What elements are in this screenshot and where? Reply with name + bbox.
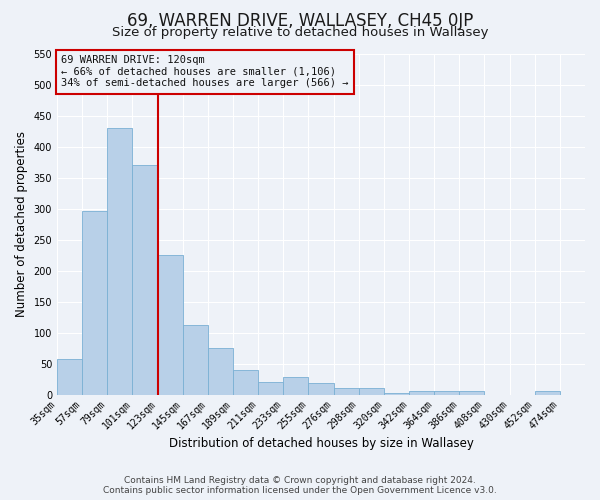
Bar — [359, 388, 384, 394]
Bar — [183, 324, 208, 394]
Bar — [208, 348, 233, 395]
Text: 69, WARREN DRIVE, WALLASEY, CH45 0JP: 69, WARREN DRIVE, WALLASEY, CH45 0JP — [127, 12, 473, 30]
Bar — [409, 392, 434, 394]
Bar — [233, 370, 258, 394]
Y-axis label: Number of detached properties: Number of detached properties — [15, 132, 28, 318]
Text: 69 WARREN DRIVE: 120sqm
← 66% of detached houses are smaller (1,106)
34% of semi: 69 WARREN DRIVE: 120sqm ← 66% of detache… — [61, 55, 349, 88]
Bar — [107, 128, 133, 394]
Bar — [158, 254, 183, 394]
Text: Contains public sector information licensed under the Open Government Licence v3: Contains public sector information licen… — [103, 486, 497, 495]
Bar — [82, 212, 107, 394]
Text: Contains HM Land Registry data © Crown copyright and database right 2024.: Contains HM Land Registry data © Crown c… — [124, 476, 476, 485]
Bar — [308, 384, 334, 394]
Bar — [459, 391, 484, 394]
Bar — [535, 392, 560, 394]
Bar — [334, 388, 359, 394]
Bar — [434, 392, 459, 394]
Bar — [384, 392, 409, 394]
Bar — [133, 166, 158, 394]
X-axis label: Distribution of detached houses by size in Wallasey: Distribution of detached houses by size … — [169, 437, 473, 450]
Bar — [283, 376, 308, 394]
Bar — [258, 382, 283, 394]
Text: Size of property relative to detached houses in Wallasey: Size of property relative to detached ho… — [112, 26, 488, 39]
Bar — [57, 360, 82, 394]
